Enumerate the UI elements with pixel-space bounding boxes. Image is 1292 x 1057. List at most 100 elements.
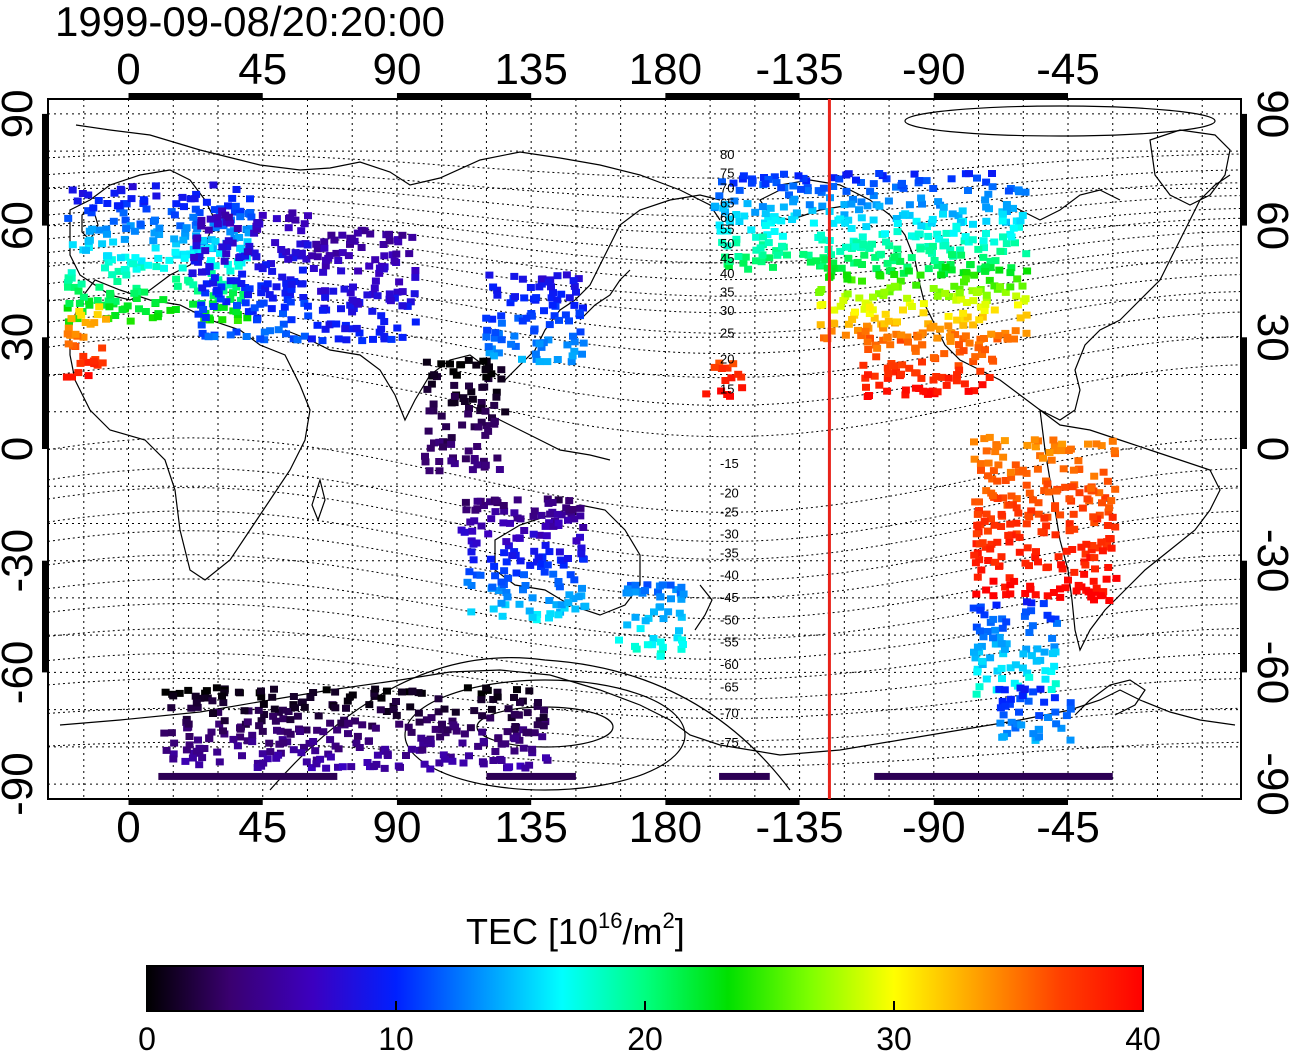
tec-cell-new-zealand bbox=[656, 638, 665, 646]
tec-cell-south-america bbox=[1072, 587, 1081, 595]
tec-cell-antarctica-pen bbox=[1066, 699, 1075, 707]
tec-cell-antarctica-coast bbox=[478, 758, 487, 766]
tec-cell-se-asia bbox=[437, 360, 446, 368]
tec-cell-east-europe bbox=[289, 254, 298, 262]
tec-cell-new-zealand bbox=[677, 645, 686, 653]
tec-cell-australia bbox=[557, 601, 566, 609]
tec-cell-australia bbox=[540, 568, 549, 576]
tec-cell-north-america-mid bbox=[970, 271, 979, 279]
tec-cell-north-america-north bbox=[780, 170, 788, 178]
tec-cell-north-america-north bbox=[767, 219, 776, 227]
tec-cell-north-america-mid bbox=[830, 320, 839, 328]
tec-cell-north-america-north bbox=[910, 170, 919, 178]
tec-cell-new-zealand bbox=[666, 581, 675, 589]
tec-cell-central-asia bbox=[371, 277, 380, 285]
tec-cell-iberia-africa-nw bbox=[64, 340, 73, 348]
tec-cell-east-europe bbox=[220, 257, 229, 265]
tec-cell-north-america-north bbox=[986, 257, 995, 265]
tec-cell-central-asia bbox=[370, 284, 379, 292]
tec-cell-central-asia bbox=[313, 253, 322, 261]
tec-cell-north-america-mid bbox=[896, 336, 905, 344]
contour-label: -20 bbox=[720, 486, 739, 501]
tec-cell-north-america-north bbox=[797, 185, 805, 193]
tec-cell-europe bbox=[140, 288, 149, 296]
tec-cell-north-america-mid bbox=[937, 271, 946, 279]
tec-cell-australia bbox=[578, 584, 586, 592]
tec-cell-north-america-mid bbox=[818, 301, 827, 308]
tec-cell-central-asia bbox=[313, 245, 322, 253]
tec-cell-europe bbox=[189, 245, 198, 253]
tec-cell-south-america bbox=[990, 521, 999, 529]
tec-cell-north-america-mid bbox=[1001, 329, 1010, 337]
tec-cell-east-asia bbox=[535, 340, 544, 348]
tec-cell-antarctica-coast bbox=[333, 726, 342, 734]
tec-cell-east-europe bbox=[193, 234, 202, 242]
tec-cell-north-america-north bbox=[829, 219, 838, 227]
tec-cell-central-asia bbox=[313, 321, 322, 329]
tec-cell-north-america-mid bbox=[982, 297, 991, 304]
tec-cell-south-america bbox=[1061, 483, 1070, 491]
tec-cell-east-asia bbox=[555, 316, 563, 324]
tec-cell-north-america-north bbox=[924, 243, 933, 250]
tec-cell-north-america-north bbox=[726, 218, 735, 226]
tec-cell-europe bbox=[189, 213, 198, 221]
tec-cell-europe bbox=[70, 283, 79, 291]
tec-cell-patagonia bbox=[986, 654, 995, 662]
tec-cell-usa-south bbox=[864, 346, 873, 353]
tec-cell-australia bbox=[520, 571, 528, 579]
tec-cell-east-asia bbox=[569, 332, 577, 340]
tec-cell-se-asia bbox=[435, 458, 444, 465]
tec-cell-antarctica-coast bbox=[233, 742, 242, 750]
tec-cell-north-america-mid bbox=[890, 271, 899, 278]
left-tick-label: 0 bbox=[0, 437, 42, 461]
tec-cell-central-asia bbox=[320, 238, 329, 246]
tec-cell-central-asia bbox=[392, 250, 401, 258]
tec-cell-north-america-north bbox=[770, 228, 779, 235]
tec-cell-australia bbox=[555, 583, 564, 591]
tec-cell-patagonia bbox=[1002, 640, 1011, 648]
tec-cell-antarctica-pen bbox=[1052, 720, 1061, 728]
tec-cell-south-america bbox=[1002, 591, 1011, 599]
tec-cell-antarctica-coast bbox=[353, 732, 362, 740]
tec-cell-usa-south bbox=[970, 387, 979, 395]
tec-cell-south-america bbox=[1023, 441, 1032, 449]
tec-cell-antarctica-coast bbox=[175, 689, 184, 697]
tec-cell-south-america bbox=[994, 461, 1003, 469]
tec-cell-hawaii bbox=[715, 359, 724, 367]
tec-cell-se-asia bbox=[481, 366, 490, 373]
tec-cell-antarctica-coast bbox=[478, 712, 487, 720]
tec-cell-antarctica-coast bbox=[184, 720, 193, 728]
top-tick-label: 0 bbox=[116, 45, 140, 94]
tec-cell-south-america bbox=[1069, 510, 1078, 518]
tec-cell-australia bbox=[465, 568, 474, 576]
tec-cell-east-europe bbox=[190, 253, 199, 261]
tec-cell-east-asia bbox=[485, 271, 494, 279]
tec-cell-australia bbox=[548, 499, 557, 506]
tec-cell-antarctica-coast bbox=[254, 706, 263, 714]
tec-cell-south-america bbox=[982, 586, 991, 594]
tec-cell-antarctica-coast bbox=[270, 685, 278, 693]
contour-label: 30 bbox=[720, 303, 734, 318]
tec-cell-antarctica-coast bbox=[501, 740, 510, 748]
tec-cell-south-america bbox=[1015, 533, 1024, 541]
tec-cell-antarctica-coast bbox=[365, 701, 374, 709]
tec-cell-antarctica-coast bbox=[376, 706, 385, 714]
tec-cell-se-asia bbox=[449, 368, 458, 376]
tec-cell-antarctica-coast bbox=[322, 764, 331, 772]
tec-cell-east-asia bbox=[518, 355, 526, 363]
tec-cell-usa-south bbox=[940, 350, 949, 358]
top-tick-label: -90 bbox=[902, 45, 966, 94]
tec-cell-antarctica-coast bbox=[448, 757, 457, 765]
tec-cell-south-america bbox=[1004, 531, 1013, 539]
tec-cell-south-america bbox=[989, 592, 998, 600]
tec-cell-usa-south bbox=[932, 373, 941, 380]
tec-cell-east-europe bbox=[284, 224, 293, 232]
tec-cell-iberia-africa-nw bbox=[84, 372, 93, 380]
tec-cell-hawaii bbox=[702, 390, 711, 398]
tec-cell-new-zealand bbox=[656, 603, 665, 611]
tec-cell-usa-south bbox=[872, 353, 881, 361]
tec-cell-north-america-north bbox=[915, 177, 924, 184]
tec-cell-antarctica-coast bbox=[265, 739, 274, 747]
tec-cell-south-america bbox=[973, 521, 982, 529]
tec-cell-east-asia bbox=[547, 283, 555, 291]
